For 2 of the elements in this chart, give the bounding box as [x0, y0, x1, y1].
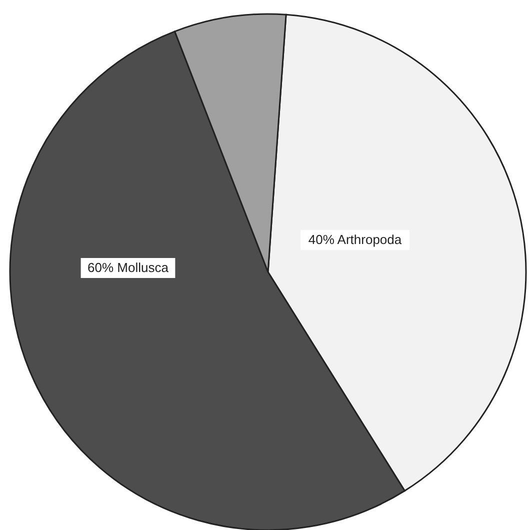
slice-label: 60% Mollusca: [88, 260, 170, 275]
slice-label: 40% Arthropoda: [308, 232, 402, 247]
